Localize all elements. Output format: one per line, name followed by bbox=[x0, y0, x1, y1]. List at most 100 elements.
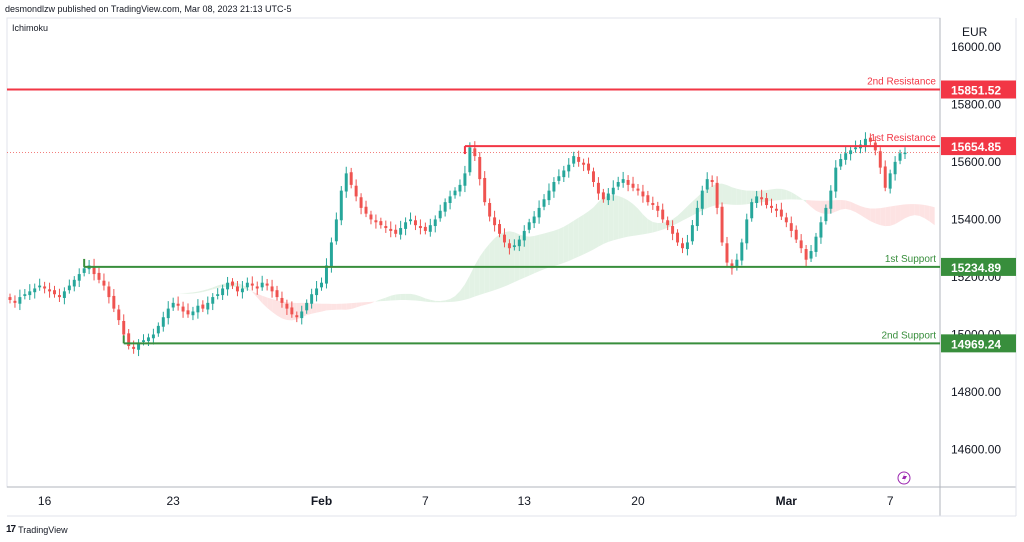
candle-body bbox=[577, 156, 581, 162]
candle-body bbox=[582, 162, 586, 165]
candle-body bbox=[151, 334, 155, 339]
cloud-segment bbox=[603, 195, 609, 244]
candle-body bbox=[38, 285, 42, 288]
cloud-segment bbox=[410, 293, 416, 301]
price-tick-label: 15800.00 bbox=[951, 97, 1001, 111]
candle-body bbox=[636, 188, 640, 191]
time-tick-label: 20 bbox=[631, 494, 645, 508]
candle-body bbox=[349, 172, 353, 185]
level-label: 1st Support bbox=[885, 254, 936, 265]
candle-body bbox=[473, 148, 477, 157]
candle-body bbox=[240, 288, 244, 293]
candle-body bbox=[863, 138, 867, 146]
price-tick-label: 14800.00 bbox=[951, 385, 1001, 399]
cloud-segment bbox=[618, 195, 624, 239]
candle-body bbox=[844, 153, 848, 160]
price-badge bbox=[941, 80, 1016, 99]
candle-body bbox=[572, 156, 576, 164]
cloud-segment bbox=[390, 294, 396, 301]
candle-body bbox=[819, 222, 823, 238]
cloud-segment bbox=[380, 297, 386, 302]
level-label: 2nd Support bbox=[882, 330, 937, 341]
candle-body bbox=[354, 185, 358, 197]
cloud-segment bbox=[534, 234, 540, 274]
candle-body bbox=[666, 220, 670, 226]
published-header: desmondlzw published on TradingView.com,… bbox=[5, 4, 292, 14]
candle-body bbox=[616, 182, 620, 187]
candle-body bbox=[740, 242, 744, 261]
cloud-segment bbox=[311, 303, 317, 314]
cloud-segment bbox=[183, 292, 189, 294]
candle-body bbox=[493, 217, 497, 226]
candle-body bbox=[829, 190, 833, 209]
candle-body bbox=[389, 228, 393, 231]
candle-body bbox=[72, 279, 76, 287]
candle-body bbox=[537, 207, 541, 218]
cloud-segment bbox=[188, 292, 193, 294]
candle-body bbox=[512, 245, 516, 248]
cloud-segment bbox=[544, 232, 549, 270]
candle-body bbox=[834, 167, 838, 192]
cloud-segment bbox=[687, 201, 693, 219]
candle-body bbox=[428, 225, 432, 232]
cloud-segment bbox=[647, 219, 653, 234]
cloud-segment bbox=[885, 206, 891, 227]
cloud-segment bbox=[731, 187, 737, 205]
time-tick-label: Mar bbox=[776, 494, 798, 508]
candle-body bbox=[57, 295, 61, 298]
candle-body bbox=[423, 226, 427, 231]
candle-body bbox=[888, 173, 892, 189]
candle-body bbox=[206, 302, 210, 310]
cloud-segment bbox=[474, 256, 480, 297]
candle-body bbox=[107, 286, 111, 298]
candle-body bbox=[196, 305, 200, 313]
candle-body bbox=[379, 221, 383, 226]
candle-body bbox=[715, 182, 719, 208]
cloud-segment bbox=[746, 190, 752, 205]
cloud-segment bbox=[316, 303, 322, 313]
cloud-segment bbox=[672, 215, 678, 226]
candle-body bbox=[216, 294, 220, 296]
cloud-segment bbox=[529, 236, 535, 276]
cloud-segment bbox=[652, 221, 658, 233]
cloud-segment bbox=[459, 284, 465, 301]
brand-label: TradingView bbox=[18, 524, 68, 535]
candle-body bbox=[186, 310, 190, 315]
cloud-segment bbox=[588, 207, 594, 253]
candle-body bbox=[878, 151, 882, 168]
candle-body bbox=[171, 302, 175, 308]
time-tick-label: 7 bbox=[422, 494, 429, 508]
candle-body bbox=[280, 297, 284, 303]
candle-body bbox=[794, 229, 798, 240]
candle-body bbox=[779, 209, 783, 217]
cloud-segment bbox=[484, 243, 490, 294]
candle-body bbox=[789, 223, 793, 231]
candle-body bbox=[97, 272, 101, 280]
tradingview-logo[interactable]: 17 TradingView bbox=[6, 524, 68, 535]
candle-body bbox=[438, 210, 442, 219]
cloud-segment bbox=[855, 203, 861, 215]
candle-body bbox=[250, 283, 254, 286]
candle-body bbox=[324, 265, 328, 284]
cloud-segment bbox=[870, 208, 876, 224]
cloud-segment bbox=[806, 199, 812, 207]
candle-body bbox=[784, 217, 788, 223]
cloud-segment bbox=[143, 299, 149, 302]
candle-body bbox=[606, 193, 610, 201]
cloud-segment bbox=[598, 197, 604, 247]
candle-body bbox=[369, 214, 373, 220]
candle-body bbox=[166, 308, 170, 319]
time-tick-label: 13 bbox=[518, 494, 532, 508]
candle-body bbox=[339, 190, 343, 221]
cloud-segment bbox=[909, 204, 915, 217]
cloud-segment bbox=[361, 302, 367, 306]
candle-body bbox=[191, 311, 195, 316]
candle-body bbox=[587, 163, 591, 171]
cloud-segment bbox=[726, 185, 732, 205]
candle-body bbox=[824, 207, 828, 222]
candle-body bbox=[409, 219, 413, 222]
candle-body bbox=[750, 202, 754, 219]
cloud-segment bbox=[677, 211, 683, 224]
cloud-segment bbox=[153, 297, 159, 299]
